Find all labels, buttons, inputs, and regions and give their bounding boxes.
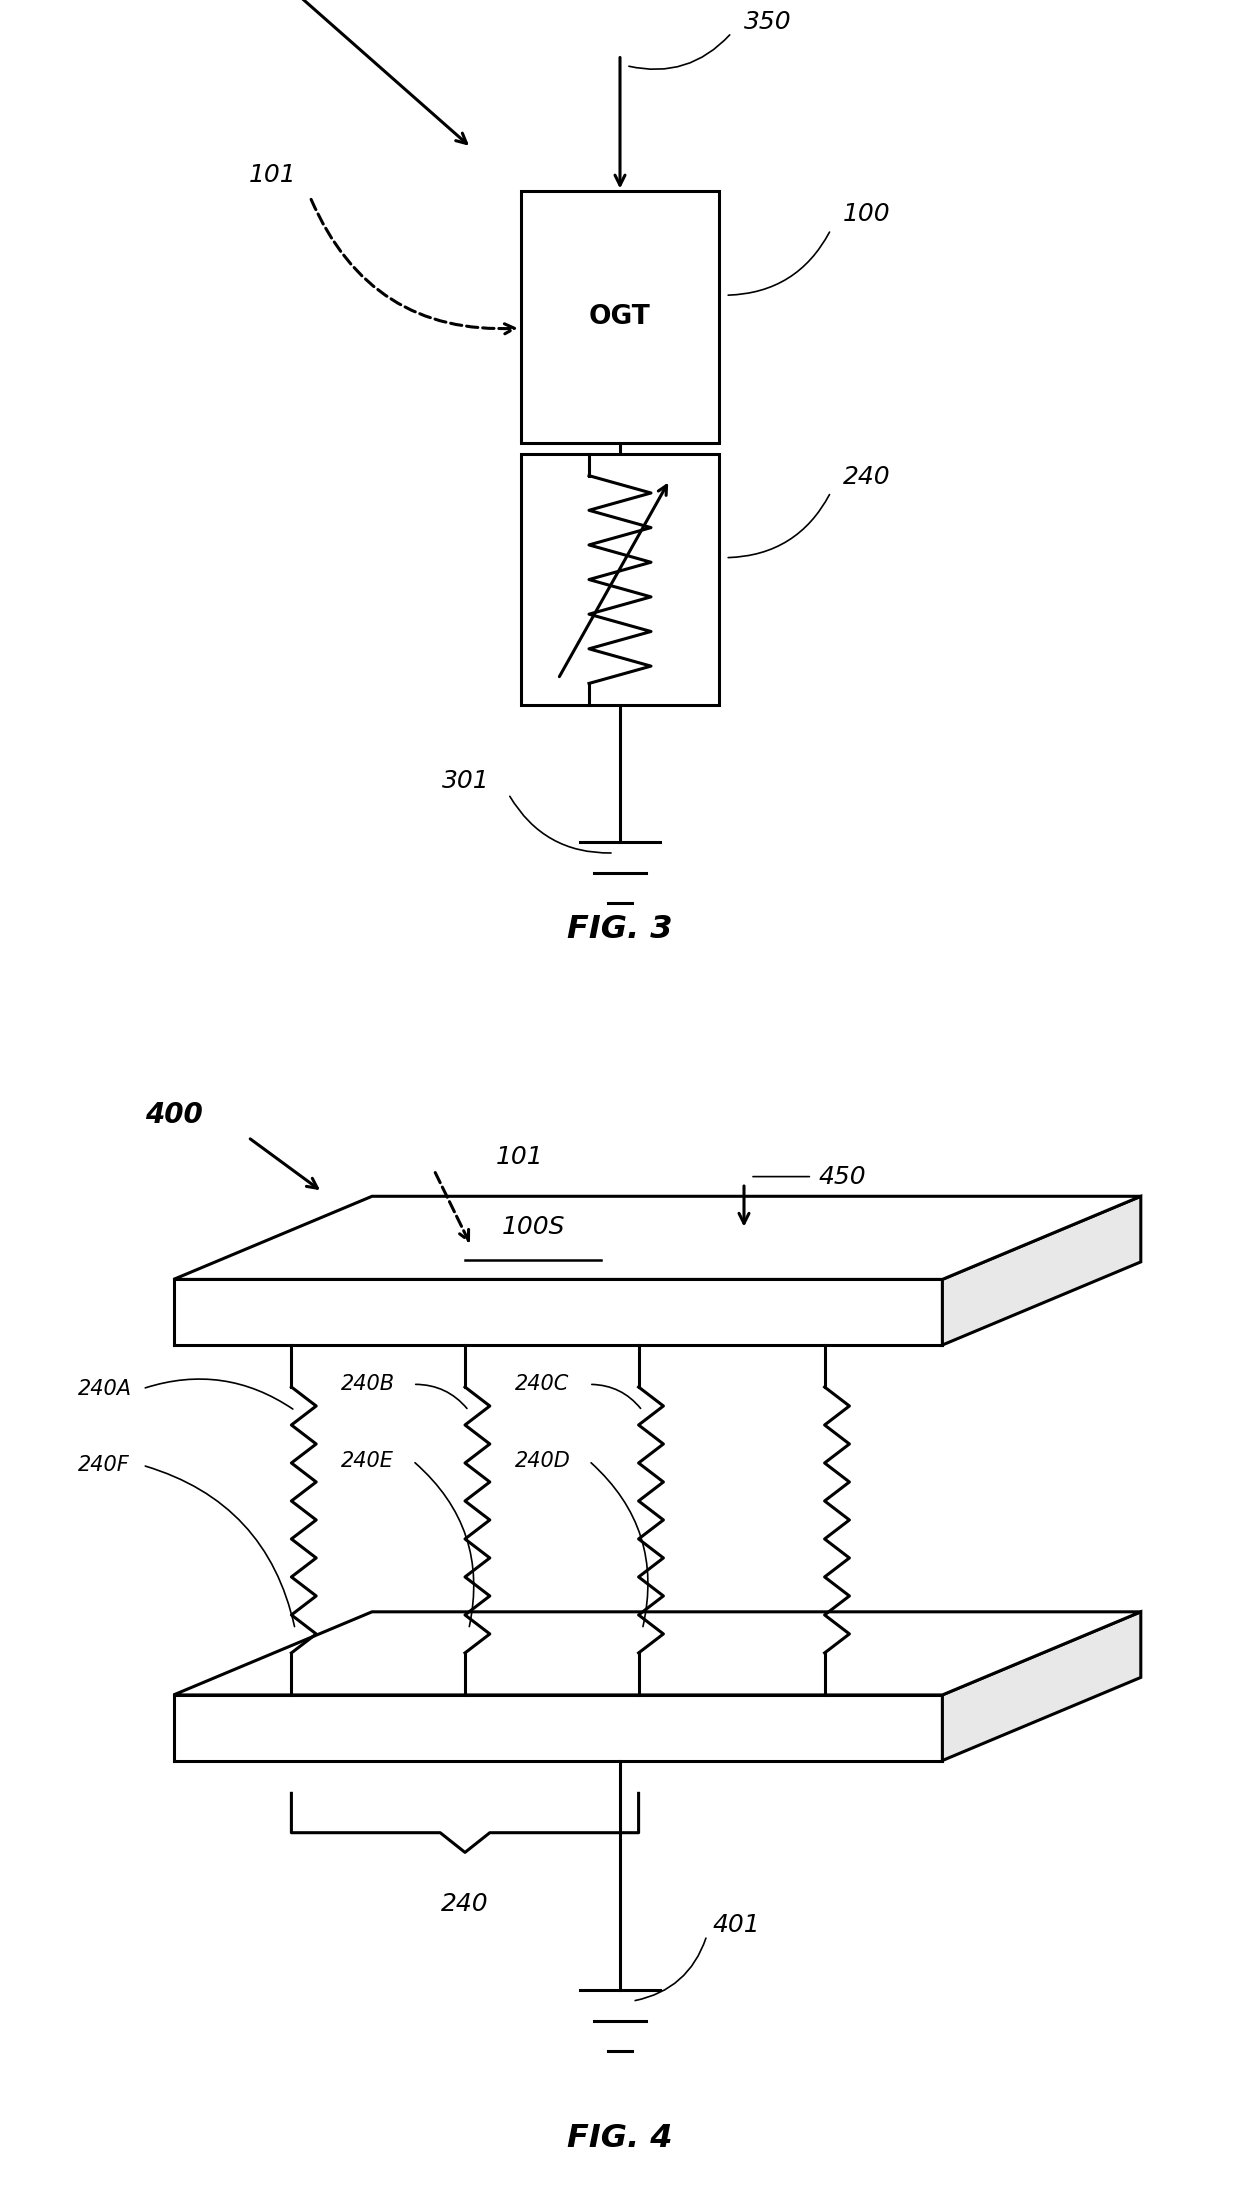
Polygon shape — [174, 1196, 1141, 1279]
Polygon shape — [174, 1612, 1141, 1695]
Text: FIG. 3: FIG. 3 — [567, 914, 673, 945]
Text: 100S: 100S — [501, 1216, 565, 1238]
Text: 240F: 240F — [78, 1454, 130, 1476]
Text: 401: 401 — [713, 1914, 760, 1935]
Text: FIG. 4: FIG. 4 — [567, 2124, 673, 2154]
Bar — [521, 455, 719, 706]
Text: 240E: 240E — [341, 1450, 394, 1472]
Text: 450: 450 — [818, 1166, 866, 1188]
Text: 240D: 240D — [515, 1450, 570, 1472]
Text: 101: 101 — [496, 1146, 543, 1168]
Text: OGT: OGT — [589, 304, 651, 330]
Text: 350: 350 — [744, 11, 791, 33]
Polygon shape — [942, 1612, 1141, 1761]
Text: 240: 240 — [441, 1892, 489, 1916]
Text: 240A: 240A — [78, 1378, 133, 1400]
Bar — [521, 192, 719, 442]
Text: 301: 301 — [443, 770, 490, 792]
Text: 400: 400 — [145, 1102, 202, 1128]
Polygon shape — [942, 1196, 1141, 1345]
Text: 240C: 240C — [515, 1373, 569, 1395]
Text: 101: 101 — [249, 164, 296, 186]
Text: 240B: 240B — [341, 1373, 396, 1395]
Text: 240: 240 — [843, 466, 890, 488]
Text: 100: 100 — [843, 203, 890, 225]
